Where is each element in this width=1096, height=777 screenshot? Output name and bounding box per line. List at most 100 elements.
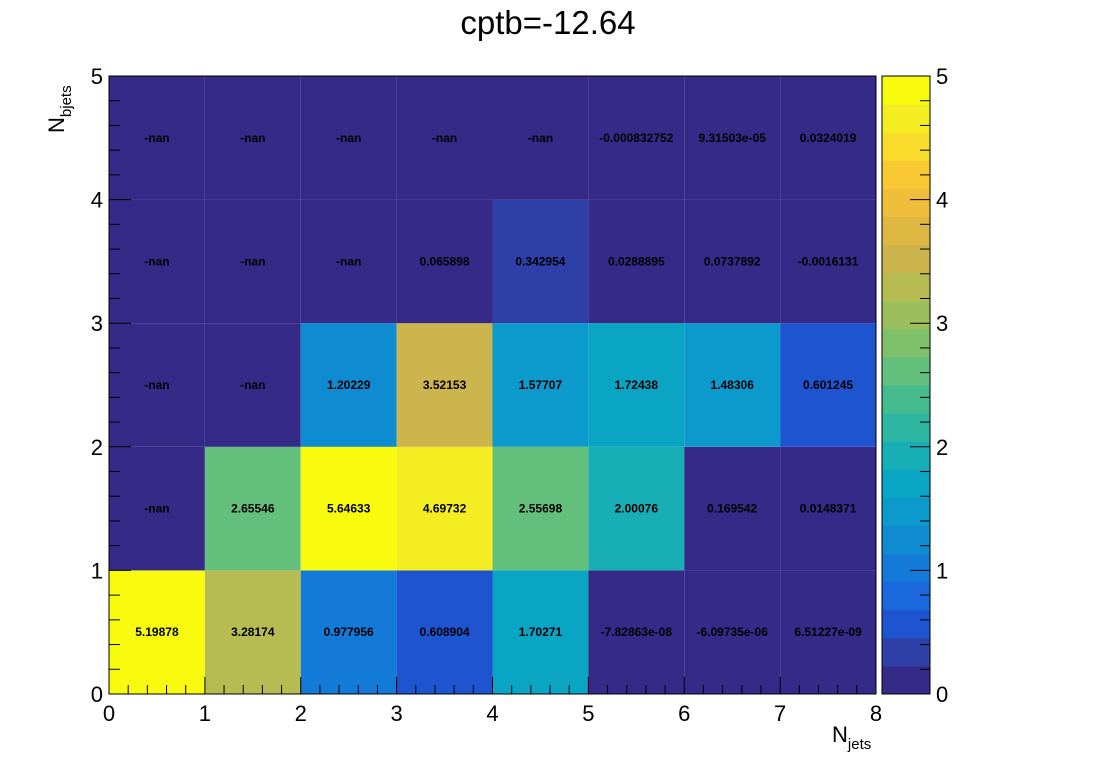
x-tick-label: 1 bbox=[199, 701, 211, 726]
cell-value-label: 2.55698 bbox=[519, 502, 563, 516]
y-tick-label: 5 bbox=[91, 64, 103, 89]
x-tick-label: 6 bbox=[678, 701, 690, 726]
cell-value-label: 4.69732 bbox=[423, 502, 467, 516]
heatmap-cell bbox=[300, 570, 397, 694]
heatmap-cell bbox=[684, 199, 781, 324]
cell-value-label: -0.000832752 bbox=[599, 131, 673, 145]
color-scale-segment bbox=[882, 132, 930, 161]
heatmap-cell bbox=[588, 446, 685, 571]
color-scale-segment bbox=[882, 637, 930, 667]
heatmap-cell bbox=[492, 446, 589, 571]
scale-tick-label: 3 bbox=[936, 311, 948, 336]
axis-titles: Njets Nbjets bbox=[44, 85, 871, 753]
y-tick-label: 1 bbox=[91, 558, 103, 583]
x-axis-title-sub: jets bbox=[847, 736, 871, 753]
heatmap-cell bbox=[204, 446, 301, 571]
heatmap-cell bbox=[588, 570, 685, 694]
scale-tick-label: 0 bbox=[936, 682, 948, 707]
x-tick-label: 3 bbox=[391, 701, 403, 726]
cell-value-label: 2.00076 bbox=[615, 502, 659, 516]
color-scale-segment bbox=[882, 216, 930, 246]
cell-value-label: 3.52153 bbox=[423, 378, 467, 392]
color-scale-segment bbox=[882, 413, 930, 442]
color-scale-segment bbox=[882, 356, 930, 386]
cell-value-label: 0.608904 bbox=[420, 625, 470, 639]
heatmap-cell bbox=[109, 446, 205, 571]
heatmap-cell bbox=[684, 323, 781, 447]
cell-value-label: -6.09735e-06 bbox=[696, 625, 768, 639]
x-tick-label: 7 bbox=[774, 701, 786, 726]
color-scale-segment bbox=[882, 525, 930, 555]
color-scale-segment bbox=[882, 609, 930, 639]
cell-value-label: -nan bbox=[144, 131, 169, 145]
color-scale-bar: 0 1 2 3 4 5 bbox=[881, 64, 948, 707]
color-scale-segment bbox=[882, 188, 930, 217]
plot-axes: 0 1 2 3 4 5 6 7 8 0 1 2 3 4 5 bbox=[91, 64, 882, 726]
cell-value-label: -nan bbox=[528, 131, 553, 145]
cell-value-label: 0.342954 bbox=[515, 254, 565, 268]
heatmap-cell bbox=[588, 323, 685, 447]
heatmap-cell bbox=[300, 323, 397, 447]
heatmap-cell bbox=[588, 76, 685, 200]
heatmap-cell bbox=[396, 199, 493, 324]
x-tick-label: 5 bbox=[582, 701, 594, 726]
heatmap-cell bbox=[109, 570, 205, 694]
color-scale-segment bbox=[882, 328, 930, 358]
scale-tick-label: 5 bbox=[936, 64, 948, 89]
heatmap-cell bbox=[780, 76, 876, 200]
y-tick-label: 0 bbox=[91, 682, 103, 707]
cell-value-label: 1.57707 bbox=[519, 378, 563, 392]
cell-value-label: -nan bbox=[432, 131, 457, 145]
cell-value-label: 0.977956 bbox=[324, 625, 374, 639]
heatmap-cell bbox=[204, 323, 301, 447]
heatmap-cell bbox=[780, 570, 876, 694]
cell-value-label: 1.70271 bbox=[519, 625, 563, 639]
heatmap-cell bbox=[684, 76, 781, 200]
heatmap-cell bbox=[204, 199, 301, 324]
cell-value-label: -0.0016131 bbox=[798, 254, 859, 268]
cell-value-label: -nan bbox=[144, 502, 169, 516]
y-tick-label: 2 bbox=[91, 435, 103, 460]
cell-value-label: 2.65546 bbox=[231, 502, 275, 516]
x-tick-label: 4 bbox=[486, 701, 498, 726]
cell-value-label: 1.48306 bbox=[710, 378, 754, 392]
heatmap-cell bbox=[109, 76, 205, 200]
y-axis-title-sub: bjets bbox=[58, 85, 75, 117]
color-scale-segment bbox=[882, 300, 930, 330]
cell-value-label: -nan bbox=[144, 254, 169, 268]
cell-value-label: 6.51227e-09 bbox=[794, 625, 862, 639]
y-axis-title: Nbjets bbox=[44, 85, 75, 133]
cell-value-label: 1.20229 bbox=[327, 378, 371, 392]
cell-value-label: -nan bbox=[144, 378, 169, 392]
x-axis-title-base: N bbox=[832, 722, 848, 747]
heatmap-cells bbox=[109, 76, 876, 694]
heatmap-cell bbox=[780, 199, 876, 324]
heatmap-cell bbox=[588, 199, 685, 324]
color-scale-segment bbox=[882, 76, 930, 105]
cell-value-label: 0.169542 bbox=[707, 502, 757, 516]
heatmap-cell bbox=[300, 446, 397, 571]
heatmap-cell bbox=[492, 76, 589, 200]
heatmap-cell bbox=[780, 323, 876, 447]
heatmap-cell bbox=[684, 446, 781, 571]
cell-value-label: -nan bbox=[240, 254, 265, 268]
cell-value-label: 0.0288895 bbox=[608, 254, 665, 268]
color-scale-segment bbox=[882, 665, 930, 695]
x-tick-label: 2 bbox=[295, 701, 307, 726]
cell-value-label: 5.19878 bbox=[135, 625, 179, 639]
x-axis-title: Njets bbox=[832, 722, 871, 753]
heatmap-cell bbox=[204, 570, 301, 694]
heatmap-cell bbox=[780, 446, 876, 571]
x-tick-label: 8 bbox=[870, 701, 882, 726]
heatmap-cell bbox=[684, 570, 781, 694]
heatmap-cell bbox=[492, 570, 589, 694]
heatmap-cell bbox=[396, 76, 493, 200]
cell-value-label: 0.0324019 bbox=[800, 131, 857, 145]
heatmap-cell bbox=[492, 199, 589, 324]
cell-value-label: -nan bbox=[240, 378, 265, 392]
color-scale-segment bbox=[882, 385, 930, 414]
color-scale-segment bbox=[882, 497, 930, 526]
scale-tick-label: 4 bbox=[936, 188, 948, 213]
cell-value-label: 9.31503e-05 bbox=[698, 131, 766, 145]
